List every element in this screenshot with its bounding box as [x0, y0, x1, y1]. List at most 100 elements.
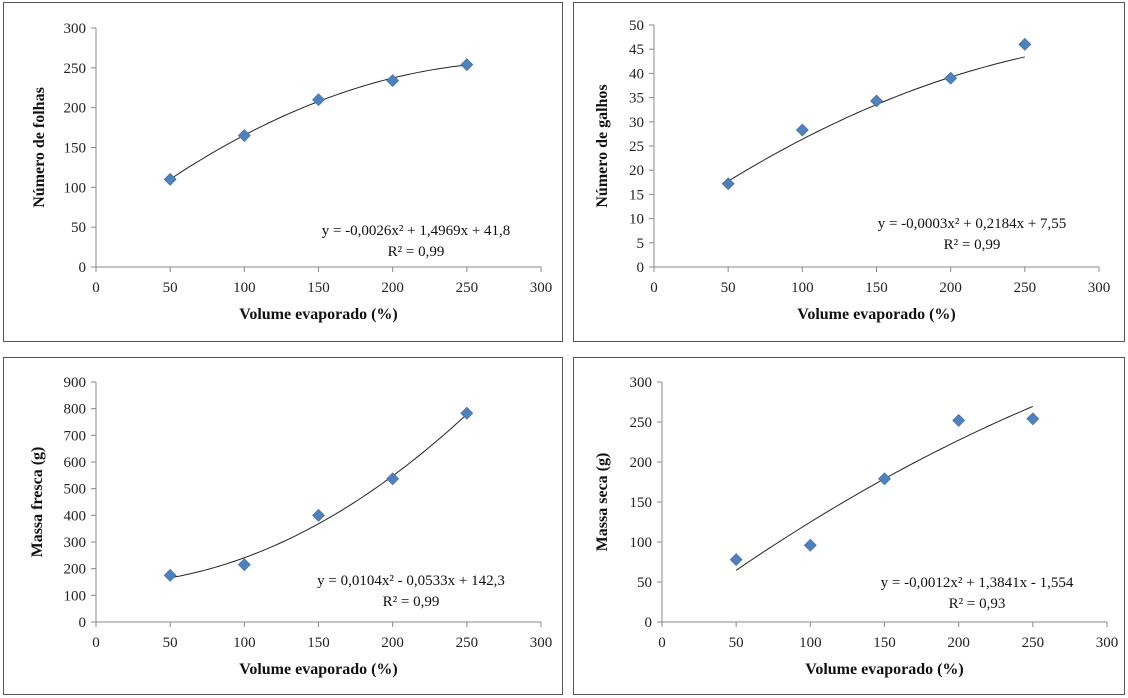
y-tick-label: 5: [637, 236, 645, 252]
y-tick-label: 300: [630, 375, 653, 391]
x-tick-label: 250: [456, 280, 479, 296]
data-point: [1018, 37, 1032, 51]
x-tick-label: 0: [92, 280, 100, 296]
chart-panel-branches: 0 5 10 15 20 25 30 35 40 45 50 0 50 100 150 200 250 300 Vo…: [573, 2, 1125, 342]
data-point: [237, 558, 251, 572]
y-tick-label: 0: [637, 260, 645, 276]
data-point: [386, 472, 400, 486]
y-tick-label: 200: [64, 562, 87, 578]
x-tick-label: 150: [307, 280, 330, 296]
x-tick-label: 100: [233, 280, 256, 296]
x-tick-label: 100: [791, 280, 814, 296]
x-tick-label: 200: [939, 280, 962, 296]
trendline: [735, 405, 1034, 571]
trend-equation: y = -0,0026x² + 1,4969x + 41,8: [322, 223, 511, 239]
y-tick-label: 150: [630, 495, 653, 511]
y-axis-title: Massa fresca (g): [29, 447, 46, 558]
y-tick-label: 100: [64, 588, 87, 604]
trend-equation: y = -0,0012x² + 1,3841x - 1,554: [881, 575, 1074, 591]
x-tick-label: 250: [1014, 280, 1037, 296]
y-tick-label: 800: [64, 402, 87, 418]
data-point: [312, 508, 325, 522]
data-point: [1026, 412, 1040, 426]
chart-svg-leaves: 0 50 100 150 200 250 300 0 50 100 150 200 250 300 Volu…: [31, 21, 553, 323]
x-tick-label: 300: [530, 280, 553, 296]
y-tick-label: 250: [64, 61, 87, 77]
x-axis-title: Volume evaporado (%): [797, 306, 956, 323]
data-point: [952, 413, 966, 427]
trend-equation: y = -0,0003x² + 0,2184x + 7,55: [878, 216, 1067, 232]
chart-svg-branches: 0 5 10 15 20 25 30 35 40 45 50 0 50 100 150 200 250 300 Vo…: [594, 18, 1111, 323]
y-tick-label: 0: [79, 615, 87, 631]
y-tick-label: 0: [79, 260, 87, 276]
y-tick-label: 10: [629, 212, 644, 228]
chart-panel-dry-mass: 0 50 100 150 200 250 300 0 50 100 150 200 250 300 Volu…: [573, 357, 1125, 695]
x-tick-label: 250: [456, 635, 479, 651]
x-tick-label: 150: [307, 635, 330, 651]
x-axis-title: Volume evaporado (%): [239, 661, 398, 678]
x-tick-label: 100: [233, 635, 256, 651]
y-tick-label: 500: [64, 482, 87, 498]
y-tick-label: 300: [64, 535, 87, 551]
y-tick-label: 0: [645, 615, 653, 631]
data-point: [944, 71, 958, 85]
x-tick-label: 50: [721, 280, 736, 296]
data-point: [163, 568, 177, 582]
trendline: [169, 64, 467, 180]
chart-svg-fresh-mass: 0 100 200 300 400 500 600 700 800 900 0 50 100 150 200…: [29, 375, 553, 678]
r-squared: R² = 0,93: [949, 596, 1006, 612]
data-point: [460, 406, 474, 420]
x-tick-label: 0: [92, 635, 100, 651]
data-point: [803, 538, 817, 552]
y-tick-label: 100: [630, 535, 653, 551]
y-tick-label: 50: [637, 575, 652, 591]
r-squared: R² = 0,99: [944, 237, 1001, 253]
data-point: [870, 94, 883, 108]
y-tick-label: 25: [629, 139, 644, 155]
y-tick-label: 300: [64, 21, 87, 37]
x-tick-label: 150: [873, 635, 896, 651]
y-tick-label: 40: [629, 66, 644, 82]
y-tick-label: 200: [64, 101, 87, 117]
data-point: [460, 58, 474, 72]
x-tick-label: 100: [799, 635, 822, 651]
x-axis-title: Volume evaporado (%): [239, 306, 398, 323]
r-squared: R² = 0,99: [388, 244, 445, 260]
data-point: [237, 129, 251, 142]
x-tick-label: 200: [947, 635, 970, 651]
y-tick-label: 50: [71, 220, 86, 236]
x-tick-label: 200: [381, 280, 404, 296]
y-tick-label: 30: [629, 115, 644, 131]
y-tick-label: 45: [629, 42, 644, 58]
x-tick-label: 150: [865, 280, 888, 296]
data-point: [163, 172, 177, 186]
chart-panel-leaves: 0 50 100 150 200 250 300 0 50 100 150 200 250 300 Volu…: [3, 2, 563, 342]
y-tick-label: 400: [64, 508, 87, 524]
data-point: [312, 93, 325, 107]
y-tick-label: 20: [629, 163, 644, 179]
y-tick-label: 600: [64, 455, 87, 471]
trend-equation: y = 0,0104x² - 0,0533x + 142,3: [317, 573, 505, 589]
trendline: [727, 56, 1025, 182]
x-axis-title: Volume evaporado (%): [805, 661, 964, 678]
y-tick-label: 700: [64, 428, 87, 444]
y-tick-label: 15: [629, 187, 644, 203]
x-tick-label: 300: [530, 635, 553, 651]
y-tick-label: 150: [64, 141, 87, 157]
x-tick-label: 200: [381, 635, 404, 651]
y-axis-title: Massa seca (g): [594, 453, 611, 552]
data-point: [878, 472, 891, 486]
data-point: [795, 123, 809, 137]
y-tick-label: 100: [64, 180, 87, 196]
r-squared: R² = 0,99: [383, 594, 440, 610]
x-tick-label: 50: [163, 280, 178, 296]
y-axis-title: Número de galhos: [594, 84, 611, 207]
x-tick-label: 300: [1096, 635, 1119, 651]
y-tick-label: 35: [629, 91, 644, 107]
x-tick-label: 0: [650, 280, 658, 296]
x-tick-label: 50: [729, 635, 744, 651]
y-tick-label: 250: [630, 415, 653, 431]
data-point: [386, 74, 400, 88]
y-tick-label: 50: [629, 18, 644, 34]
x-tick-label: 300: [1088, 280, 1111, 296]
